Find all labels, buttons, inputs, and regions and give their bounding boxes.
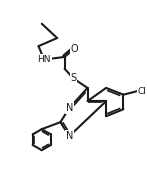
Text: Cl: Cl <box>138 87 147 96</box>
Text: N: N <box>66 103 73 113</box>
Text: HN: HN <box>37 55 51 64</box>
Text: O: O <box>71 44 78 54</box>
Text: N: N <box>66 131 73 141</box>
Text: S: S <box>70 74 77 83</box>
